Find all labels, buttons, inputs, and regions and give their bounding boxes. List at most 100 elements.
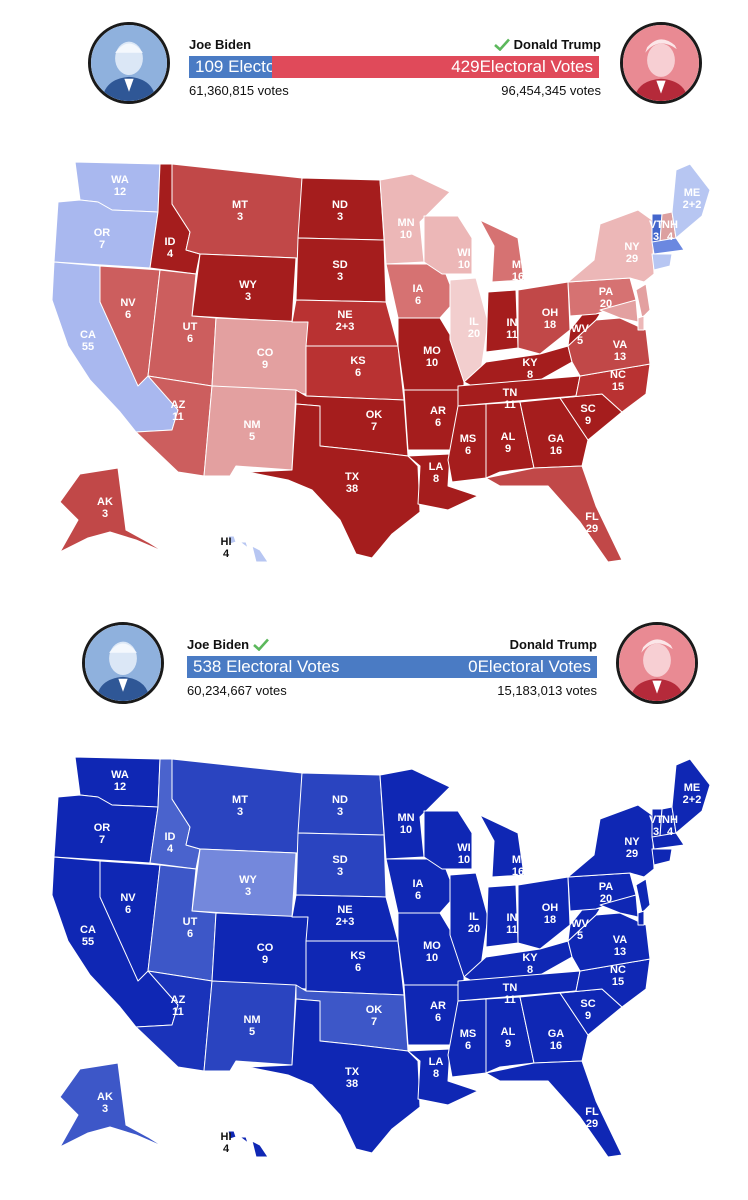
state-abbr: SC — [580, 403, 595, 415]
state-electoral-votes: 38 — [346, 483, 358, 495]
state-label-in: IN 11 — [506, 317, 518, 341]
state-abbr: UT — [183, 916, 198, 928]
state-abbr: NV — [120, 297, 136, 309]
state-electoral-votes: 10 — [400, 824, 412, 836]
state-electoral-votes: 7 — [99, 239, 105, 251]
state-electoral-votes: 6 — [125, 904, 131, 916]
state-label-ia: IA 6 — [413, 878, 424, 902]
state-abbr: NH — [662, 219, 678, 231]
state-electoral-votes: 8 — [527, 964, 533, 976]
state-ma — [651, 832, 685, 850]
state-electoral-votes: 6 — [187, 333, 193, 345]
state-electoral-votes: 4 — [167, 843, 174, 855]
state-abbr: MO — [423, 940, 441, 952]
state-mi — [479, 219, 525, 283]
state-label-mt: MT 3 — [232, 794, 248, 818]
state-abbr: OK — [366, 1004, 383, 1016]
state-abbr: IL — [469, 316, 479, 328]
state-label-la: LA 8 — [429, 461, 444, 485]
state-abbr: KS — [350, 950, 365, 962]
state-abbr: WI — [457, 247, 470, 259]
state-md — [599, 299, 639, 323]
state-abbr: NY — [624, 836, 640, 848]
state-va — [567, 317, 651, 377]
state-electoral-votes: 5 — [577, 335, 583, 347]
state-nj — [635, 878, 651, 914]
state-electoral-votes: 2+2 — [683, 199, 702, 211]
state-electoral-votes: 15 — [612, 381, 624, 393]
state-electoral-votes: 15 — [612, 976, 624, 988]
state-electoral-votes: 10 — [426, 357, 438, 369]
right-ev-label: 0Electoral Votes — [468, 657, 591, 676]
state-label-al: AL 9 — [501, 431, 516, 455]
state-electoral-votes: 9 — [585, 415, 591, 427]
state-nv — [99, 860, 161, 982]
state-oh — [517, 876, 571, 950]
state-label-tx: TX 38 — [345, 471, 360, 495]
state-label-la: LA 8 — [429, 1056, 444, 1080]
state-label-or: OR 7 — [94, 822, 111, 846]
us-map: WA 12 OR 7 CA 55 NV 6 ID 4 MT 3 WY 3 UT 6 AZ 11 CO 9 NM 5 ND 3 S… — [40, 745, 711, 1165]
state-abbr: IN — [507, 912, 518, 924]
state-abbr: WV — [571, 918, 589, 930]
state-label-ne: NE 2+3 — [336, 309, 355, 333]
state-abbr: ID — [165, 236, 176, 248]
state-electoral-votes: 20 — [600, 893, 612, 905]
state-electoral-votes: 4 — [223, 548, 230, 560]
state-abbr: AL — [501, 431, 516, 443]
state-al — [485, 996, 535, 1074]
state-label-ms: MS 6 — [460, 1028, 477, 1052]
state-label-ks: KS 6 — [350, 950, 365, 974]
state-electoral-votes: 4 — [167, 248, 174, 260]
state-abbr: SD — [332, 259, 347, 271]
state-electoral-votes: 11 — [504, 994, 516, 1006]
state-ga — [519, 992, 589, 1064]
state-abbr: IA — [413, 878, 424, 890]
state-abbr: OH — [542, 307, 559, 319]
state-label-id: ID 4 — [165, 236, 176, 260]
state-electoral-votes: 6 — [465, 1040, 471, 1052]
state-ct — [651, 253, 673, 271]
state-electoral-votes: 5 — [577, 930, 583, 942]
state-abbr: CA — [80, 924, 96, 936]
state-electoral-votes: 18 — [544, 319, 556, 331]
state-label-wi: WI 10 — [457, 247, 470, 271]
state-label-me: ME 2+2 — [683, 782, 702, 806]
state-electoral-votes: 11 — [172, 411, 184, 423]
state-electoral-votes: 11 — [506, 329, 518, 341]
state-md — [599, 894, 639, 918]
state-abbr: AZ — [171, 994, 186, 1006]
state-electoral-votes: 10 — [400, 229, 412, 241]
state-label-ga: GA 16 — [548, 1028, 565, 1052]
us-map: WA 12 OR 7 CA 55 NV 6 ID 4 MT 3 WY 3 UT 6 AZ 11 CO 9 NM 5 ND 3 S… — [40, 150, 711, 570]
state-de — [637, 910, 645, 926]
state-label-ia: IA 6 — [413, 283, 424, 307]
state-electoral-votes: 6 — [415, 295, 421, 307]
state-ct — [651, 848, 673, 866]
state-label-ga: GA 16 — [548, 433, 565, 457]
state-abbr: LA — [429, 461, 444, 473]
state-abbr: TX — [345, 471, 360, 483]
right-candidate-name: Donald Trump — [509, 637, 597, 652]
state-electoral-votes: 11 — [504, 399, 516, 411]
state-electoral-votes: 4 — [667, 826, 674, 838]
state-electoral-votes: 3 — [245, 886, 251, 898]
state-ak — [59, 1062, 165, 1148]
state-abbr: OK — [366, 409, 383, 421]
state-ny — [567, 209, 655, 283]
state-label-co: CO 9 — [257, 942, 274, 966]
state-label-tn: TN 11 — [503, 982, 518, 1006]
state-abbr: VT — [649, 814, 663, 826]
left-candidate-name-wrap: Joe Biden — [187, 637, 269, 652]
state-abbr: WA — [111, 174, 129, 186]
state-electoral-votes: 4 — [223, 1143, 230, 1155]
state-electoral-votes: 38 — [346, 1078, 358, 1090]
state-va — [567, 912, 651, 972]
state-hi — [227, 535, 269, 563]
state-label-ak: AK 3 — [97, 1091, 113, 1115]
state-electoral-votes: 3 — [102, 1103, 108, 1115]
state-abbr: NE — [337, 904, 352, 916]
state-label-ut: UT 6 — [183, 916, 198, 940]
state-electoral-votes: 7 — [371, 421, 377, 433]
state-label-mi: MI 16 — [512, 259, 524, 283]
